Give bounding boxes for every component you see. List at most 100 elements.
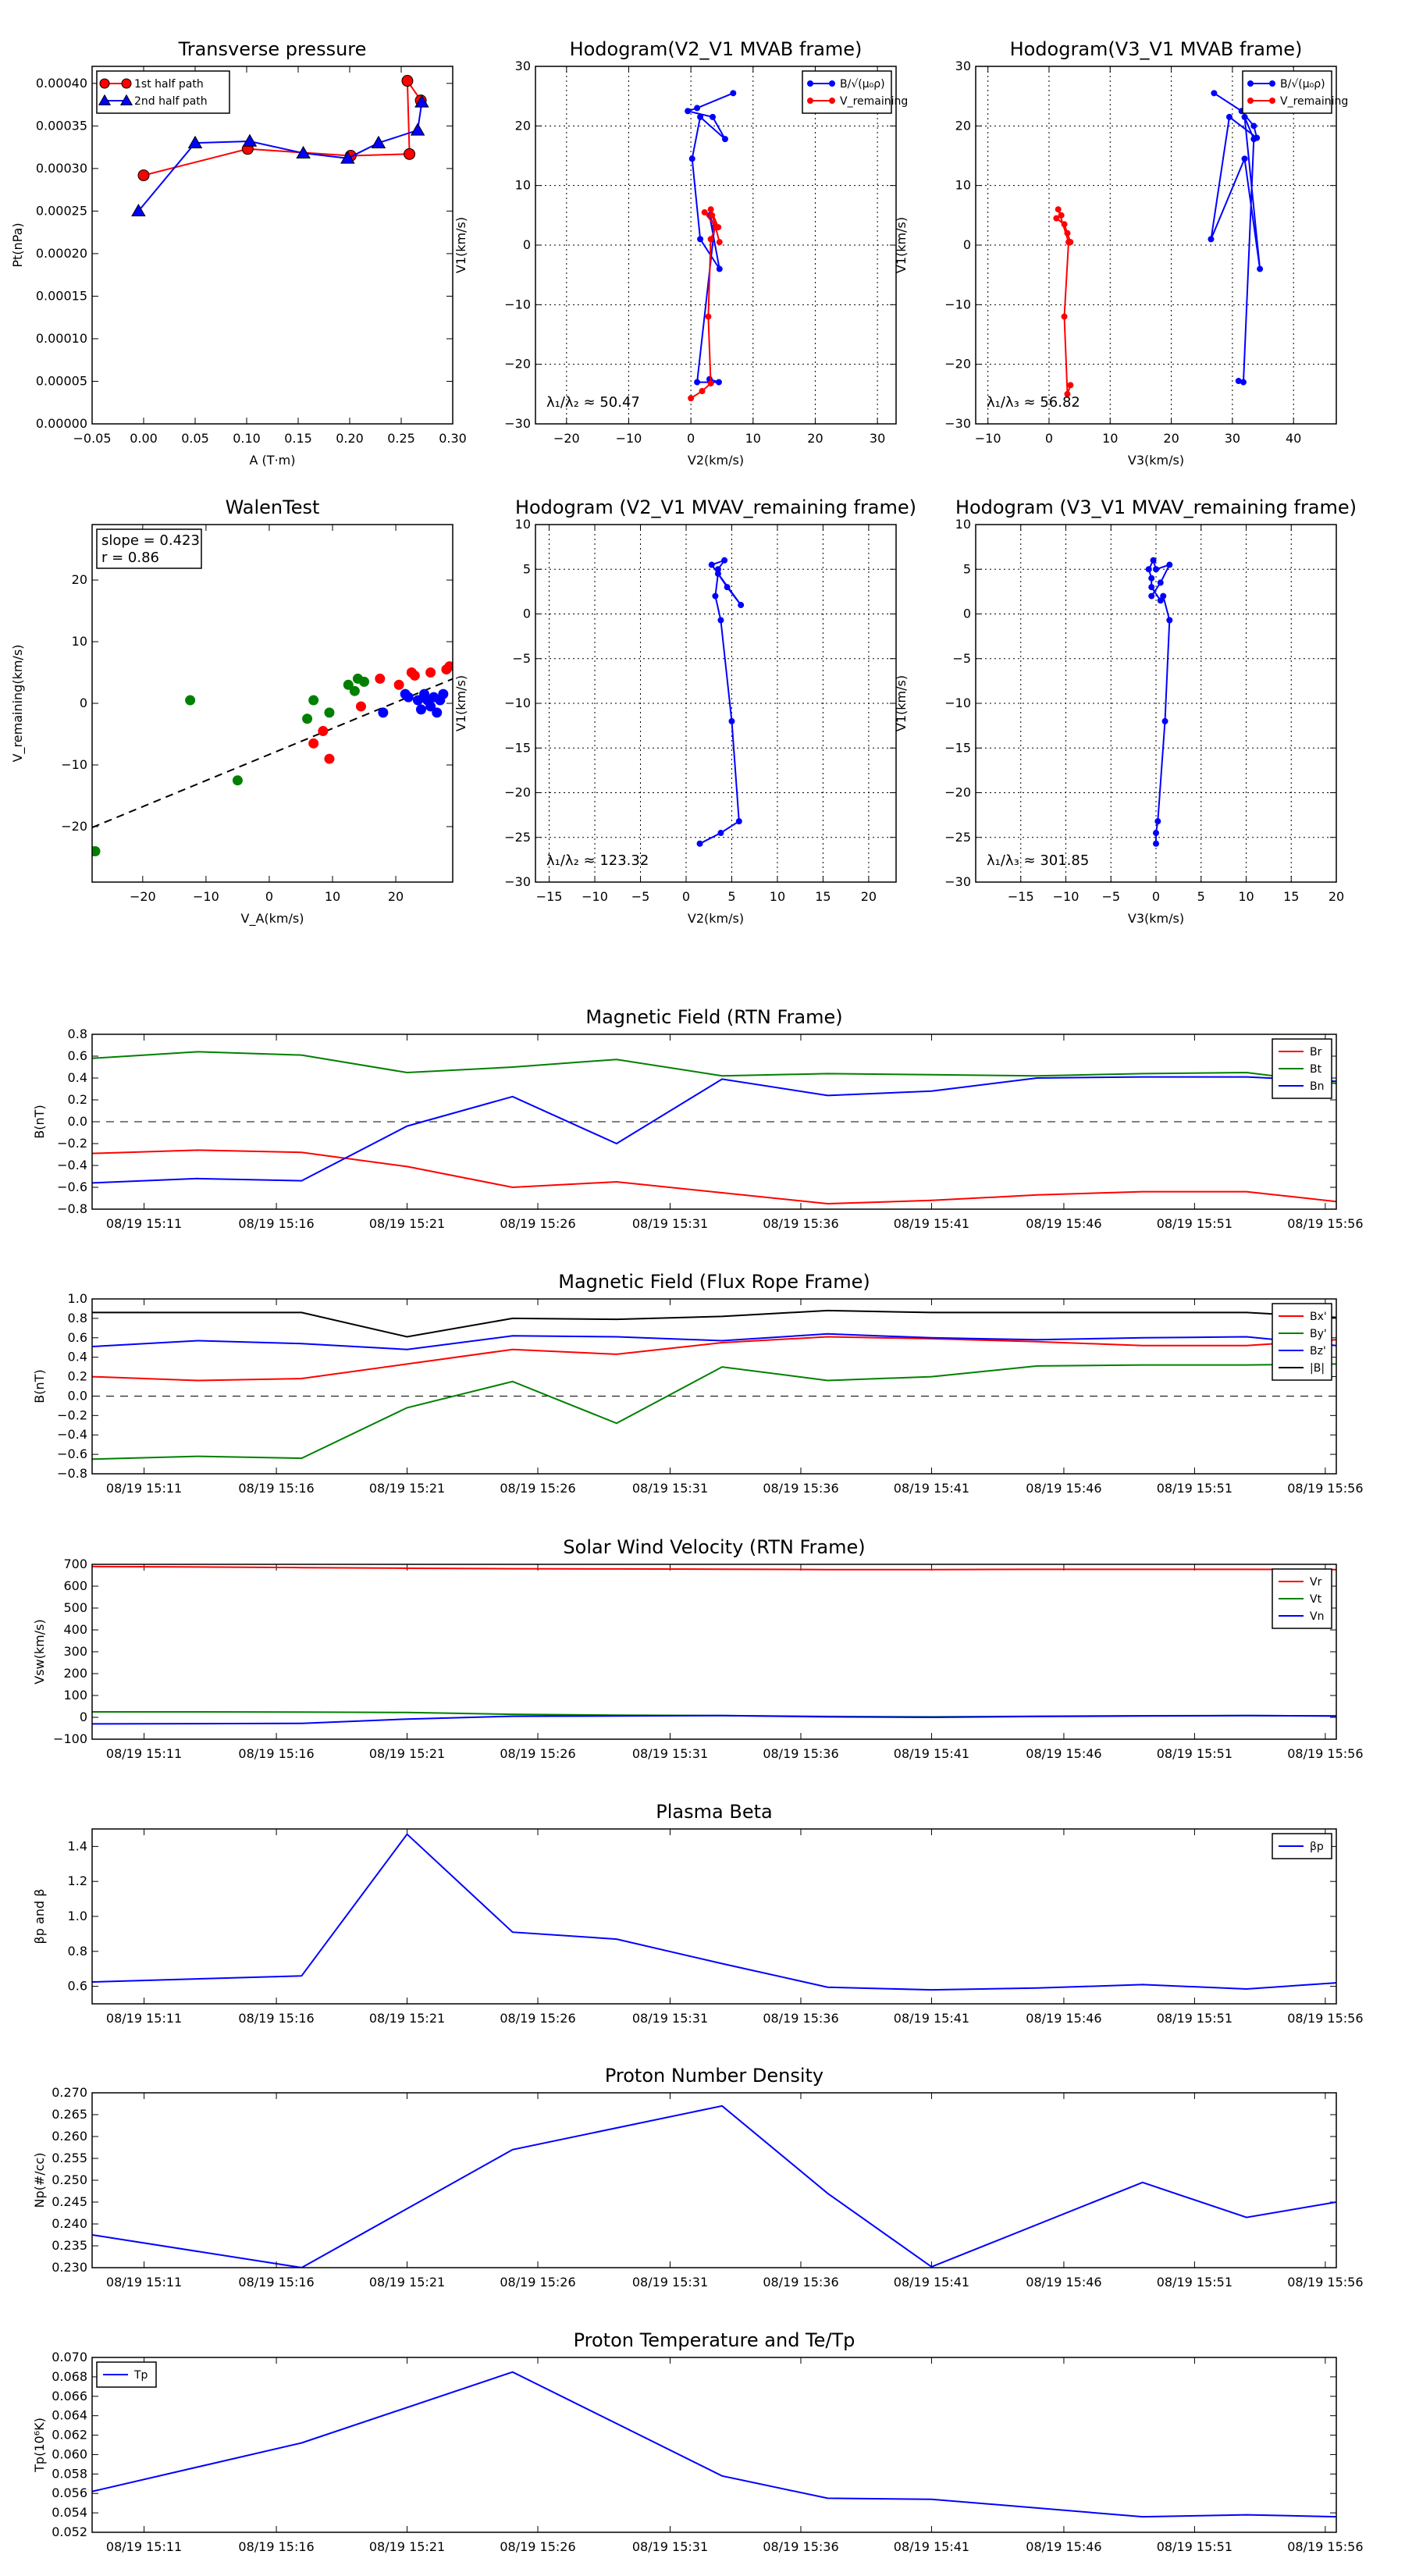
- data-point: [1157, 597, 1164, 604]
- x-tick-label: 08/19 15:31: [632, 2275, 708, 2290]
- y-tick-label: 400: [63, 1622, 87, 1637]
- data-point: [716, 265, 723, 272]
- chart-beta: Plasma Beta 08/19 15:11 08/19 15:16 08/19 1…: [32, 1801, 1364, 2026]
- series-line-0: [92, 1336, 1336, 1382]
- y-tick-label: 0: [80, 696, 87, 710]
- chart-title: Plasma Beta: [656, 1801, 772, 1823]
- legend-marker: [1247, 80, 1254, 87]
- legend-label: Tp: [133, 2369, 148, 2382]
- y-tick-label: −30: [504, 416, 531, 431]
- data-point: [296, 145, 311, 159]
- y-tick-label: 600: [63, 1578, 87, 1593]
- y-axis-label: V1(km/s): [454, 217, 468, 273]
- x-tick-label: −20: [553, 431, 580, 446]
- y-tick-label: −10: [504, 297, 531, 311]
- data-point: [1053, 215, 1060, 222]
- plot-frame: [975, 524, 1337, 883]
- legend-marker: [99, 78, 110, 89]
- chart-title: Hodogram(V2_V1 MVAB frame): [570, 38, 863, 60]
- x-tick-label: 08/19 15:31: [632, 1746, 708, 1761]
- plot-area: [685, 90, 737, 402]
- x-tick-label: 08/19 15:11: [106, 2539, 182, 2554]
- data-point: [1241, 155, 1248, 162]
- y-tick-label: 10: [955, 517, 971, 532]
- legend: [96, 70, 230, 114]
- y-tick-label: 0.235: [52, 2238, 87, 2253]
- y-tick-label: 0.2: [68, 1369, 87, 1384]
- x-tick-label: 08/19 15:56: [1287, 1216, 1363, 1231]
- x-tick-label: 08/19 15:51: [1157, 1481, 1232, 1496]
- x-tick-label: 08/19 15:36: [763, 2539, 838, 2554]
- x-tick-label: 08/19 15:26: [500, 2011, 575, 2026]
- fit-line: [92, 678, 453, 828]
- data-point: [242, 133, 258, 147]
- legend-marker: [807, 98, 813, 104]
- data-point: [735, 818, 742, 825]
- y-axis-label: V1(km/s): [894, 675, 909, 731]
- y-tick-label: −10: [944, 297, 971, 311]
- series-line-0: [685, 92, 734, 383]
- legend-label: B/√(μ₀ρ): [1280, 78, 1325, 91]
- y-tick-label: 0.6: [68, 1330, 87, 1345]
- x-tick-label: 0: [265, 889, 273, 904]
- chart-vsw: Solar Wind Velocity (RTN Frame) 08/19 15:…: [32, 1536, 1364, 1761]
- y-tick-label: 0: [963, 237, 971, 252]
- y-tick-label: 0.00035: [36, 118, 87, 133]
- y-tick-label: −15: [944, 740, 971, 755]
- data-point: [1055, 206, 1062, 213]
- series-line-0: [92, 1833, 1336, 1991]
- y-tick-label: 0.245: [52, 2194, 87, 2209]
- x-tick-label: 40: [1286, 431, 1301, 446]
- data-point: [738, 602, 745, 609]
- legend-label: Vr: [1310, 1576, 1322, 1589]
- y-axis-label: Pt(nPa): [10, 222, 25, 267]
- x-tick-label: 08/19 15:46: [1026, 2011, 1101, 2026]
- x-axis-label: V3(km/s): [1128, 453, 1184, 468]
- x-tick-label: 30: [870, 431, 885, 446]
- chart-title: Hodogram (V3_V1 MVAV_remaining frame): [955, 496, 1357, 518]
- data-point: [1148, 584, 1155, 591]
- data-point: [409, 670, 420, 681]
- plot-frame: [91, 2092, 1337, 2268]
- x-tick-label: 0: [1152, 889, 1160, 904]
- data-point: [1067, 382, 1074, 389]
- x-tick-label: 08/19 15:46: [1026, 1481, 1101, 1496]
- data-point: [708, 561, 715, 568]
- x-tick-label: 10: [745, 431, 761, 446]
- y-tick-label: −100: [53, 1731, 87, 1746]
- plot-area: [92, 1309, 1336, 1461]
- x-tick-label: 20: [1329, 889, 1344, 904]
- y-tick-label: −25: [504, 830, 531, 845]
- series-line-0: [92, 1149, 1336, 1205]
- x-tick-label: 08/19 15:36: [763, 2275, 838, 2290]
- y-axis-label: V1(km/s): [454, 675, 468, 731]
- data-point: [1225, 113, 1232, 120]
- data-point: [1148, 575, 1155, 582]
- data-point: [688, 395, 695, 402]
- x-tick-label: 08/19 15:56: [1287, 1746, 1363, 1761]
- chart-h4: Hodogram (V3_V1 MVAV_remaining frame) −15…: [894, 496, 1357, 926]
- legend-marker: [807, 80, 813, 87]
- eigenvalue-ratio: λ₁/λ₂ ≈ 50.47: [546, 394, 640, 411]
- data-point: [137, 169, 150, 182]
- series-line-3: [92, 1309, 1336, 1338]
- plot-area: [92, 2105, 1336, 2268]
- y-tick-label: 0.0: [68, 1114, 87, 1129]
- data-point: [340, 151, 355, 164]
- x-tick-label: 08/19 15:46: [1026, 1216, 1101, 1231]
- data-point: [1160, 592, 1167, 600]
- chart-title: Transverse pressure: [178, 38, 367, 60]
- plot-frame: [91, 524, 454, 883]
- data-point: [185, 695, 196, 706]
- x-tick-label: −10: [616, 431, 642, 446]
- data-point: [318, 726, 329, 737]
- data-point: [1150, 557, 1157, 564]
- data-point: [1067, 239, 1074, 246]
- x-axis-label: A (T·m): [250, 453, 296, 468]
- x-tick-label: −10: [582, 889, 608, 904]
- x-tick-label: −10: [193, 889, 219, 904]
- y-tick-label: 0: [523, 607, 531, 621]
- plot-frame: [91, 1298, 1337, 1475]
- legend-marker: [121, 78, 132, 89]
- x-tick-label: 08/19 15:11: [106, 2275, 182, 2290]
